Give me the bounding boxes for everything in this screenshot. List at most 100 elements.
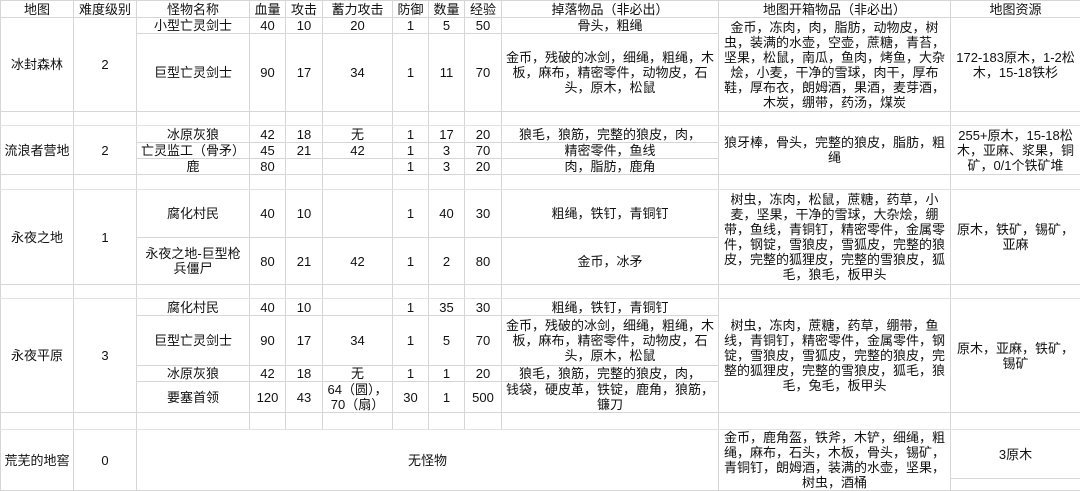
map-chest: 金币，鹿角盔，铁斧，木铲，细绳，粗绳，麻布，石头，木板，骨头，锡矿，青铜钉，朗姆…: [719, 430, 951, 491]
header-count: 数量: [429, 1, 465, 18]
monster-count: 5: [429, 18, 465, 34]
monster-exp: 70: [465, 316, 502, 366]
table-row: 永夜平原 3 腐化村民 40 10 1 35 30 粗绳，铁钉，青铜钉 树虫，冻…: [1, 299, 1080, 316]
spacer-row: [1, 285, 1080, 299]
monster-name: 冰原灰狼: [137, 126, 250, 143]
monster-exp: 50: [465, 18, 502, 34]
monster-count: 5: [429, 316, 465, 366]
monster-name: 亡灵监工（骨矛）: [137, 143, 250, 159]
monster-drops: 骨头，粗绳: [502, 18, 719, 34]
monster-hp: 120: [250, 382, 286, 413]
monster-drops: 金币，残破的冰剑，细绳，粗绳，木板，麻布，精密零件，动物皮，石头，原木，松鼠: [502, 34, 719, 112]
monster-exp: 20: [465, 159, 502, 175]
monster-name: 要塞首领: [137, 382, 250, 413]
table-row: 永夜之地 1 腐化村民 40 10 1 40 30 粗绳，铁钉，青铜钉 树虫，冻…: [1, 190, 1080, 238]
monster-atk: 10: [286, 190, 323, 238]
monster-hp: 40: [250, 18, 286, 34]
monster-hp: 80: [250, 159, 286, 175]
map-chest: 金币，冻肉，肉，脂肪，动物皮，树虫，装满的水壶，空壶，蔗糖，青苔，坚果，松鼠，南…: [719, 18, 951, 112]
map-level: 2: [74, 126, 137, 175]
table-row: 冰封森林 2 小型亡灵剑士 40 10 20 1 5 50 骨头，粗绳 金币，冻…: [1, 18, 1080, 34]
header-atk: 攻击: [286, 1, 323, 18]
monster-def: 1: [393, 126, 429, 143]
map-level: 0: [74, 430, 137, 491]
monster-def: 30: [393, 382, 429, 413]
table-row: 荒芜的地窖 0 无怪物 金币，鹿角盔，铁斧，木铲，细绳，粗绳，麻布，石头，木板，…: [1, 430, 1080, 479]
map-level: 3: [74, 299, 137, 413]
monster-atk: [286, 159, 323, 175]
monster-exp: 30: [465, 299, 502, 316]
monster-hp: 42: [250, 126, 286, 143]
monster-hp: 40: [250, 299, 286, 316]
monster-count: 2: [429, 238, 465, 285]
monster-def: 1: [393, 18, 429, 34]
spacer-row: [1, 175, 1080, 190]
map-level: 1: [74, 190, 137, 285]
monster-count: 1: [429, 382, 465, 413]
header-def: 防御: [393, 1, 429, 18]
monster-drops: 精密零件，鱼线: [502, 143, 719, 159]
monster-drops: 肉，脂肪，鹿角: [502, 159, 719, 175]
monster-atk: 21: [286, 143, 323, 159]
header-exp: 经验: [465, 1, 502, 18]
monster-charge: 34: [323, 316, 393, 366]
monster-count: 17: [429, 126, 465, 143]
monster-hp: 42: [250, 366, 286, 382]
map-name: 永夜平原: [1, 299, 74, 413]
map-resources: 原木，铁矿，锡矿，亚麻: [951, 190, 1080, 285]
map-resources: 255+原木，15-18松木，亚麻、浆果，铜矿，0/1个铁矿堆: [951, 126, 1080, 175]
monster-atk: 18: [286, 126, 323, 143]
header-chest: 地图开箱物品（非必出）: [719, 1, 951, 18]
monster-exp: 20: [465, 126, 502, 143]
spacer-row: [1, 413, 1080, 430]
monster-def: 1: [393, 238, 429, 285]
monster-charge: 无: [323, 126, 393, 143]
monster-def: 1: [393, 143, 429, 159]
monster-drops: 粗绳，铁钉，青铜钉: [502, 299, 719, 316]
map-resources: 3原木: [951, 430, 1080, 479]
monster-atk: 17: [286, 34, 323, 112]
monster-def: 1: [393, 299, 429, 316]
monster-exp: 80: [465, 238, 502, 285]
monster-charge: [323, 159, 393, 175]
monster-count: 40: [429, 190, 465, 238]
map-name: 流浪者营地: [1, 126, 74, 175]
monster-drops: 粗绳，铁钉，青铜钉: [502, 190, 719, 238]
monster-drops: 金币，残破的冰剑，细绳，粗绳，木板，麻布，精密零件，动物皮，石头，原木，松鼠: [502, 316, 719, 366]
monster-count: 35: [429, 299, 465, 316]
monster-charge: [323, 190, 393, 238]
map-resources: 原木，亚麻，铁矿，锡矿: [951, 299, 1080, 413]
monster-def: 1: [393, 190, 429, 238]
header-hp: 血量: [250, 1, 286, 18]
monster-count: 11: [429, 34, 465, 112]
map-resources: 172-183原木，1-2松木，15-18铁杉: [951, 18, 1080, 112]
no-monsters-note: 无怪物: [137, 430, 719, 491]
header-level: 难度级别: [74, 1, 137, 18]
map-chest: 狼牙棒，骨头，完整的狼皮，脂肪，粗绳: [719, 126, 951, 175]
monster-drops: 金币，冰矛: [502, 238, 719, 285]
monster-hp: 45: [250, 143, 286, 159]
monster-def: 1: [393, 34, 429, 112]
monster-def: 1: [393, 316, 429, 366]
monster-name: 小型亡灵剑士: [137, 18, 250, 34]
table-row: 流浪者营地 2 冰原灰狼 42 18 无 1 17 20 狼毛，狼筋，完整的狼皮…: [1, 126, 1080, 143]
monster-drops: 狼毛，狼筋，完整的狼皮，肉，: [502, 366, 719, 382]
monster-hp: 90: [250, 316, 286, 366]
map-name: 永夜之地: [1, 190, 74, 285]
monster-atk: 21: [286, 238, 323, 285]
header-charge: 蓄力攻击: [323, 1, 393, 18]
map-name: 冰封森林: [1, 18, 74, 112]
monster-exp: 500: [465, 382, 502, 413]
monster-exp: 70: [465, 143, 502, 159]
monster-charge: 20: [323, 18, 393, 34]
map-chest: 树虫，冻肉，蔗糖，药草，绷带，鱼线，青铜钉，精密零件，金属零件，钢锭，雪狼皮，雪…: [719, 299, 951, 413]
monster-name: 鹿: [137, 159, 250, 175]
map-name: 荒芜的地窖: [1, 430, 74, 491]
monster-charge: 34: [323, 34, 393, 112]
spacer-row: [1, 112, 1080, 126]
monster-drops: 狼毛，狼筋，完整的狼皮，肉，: [502, 126, 719, 143]
header-resources: 地图资源: [951, 1, 1080, 18]
monster-charge: 64（圆），70（扇）: [323, 382, 393, 413]
monster-atk: 10: [286, 299, 323, 316]
